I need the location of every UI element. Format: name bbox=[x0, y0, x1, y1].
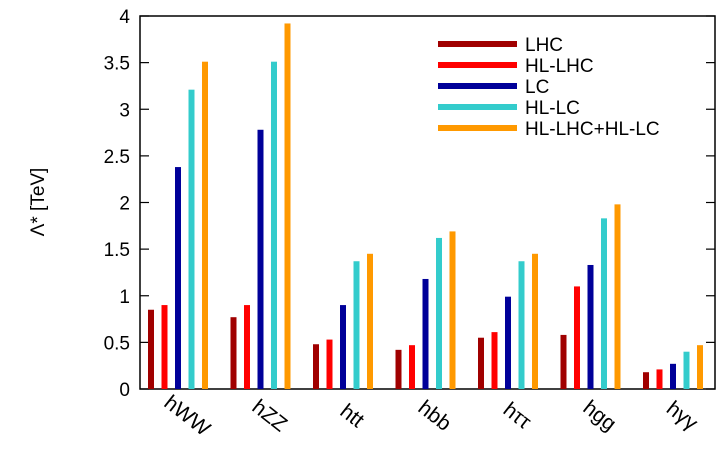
bar-hl-lc-0 bbox=[188, 89, 195, 389]
bar-hl-lc-1 bbox=[271, 61, 277, 389]
bar-lhc-5 bbox=[560, 334, 567, 389]
y-tick-label: 2 bbox=[119, 194, 130, 215]
x-tick-label: hWW bbox=[160, 391, 215, 441]
y-tick-label: 3.5 bbox=[104, 54, 130, 75]
bar-hl-lhc-hl-lc-1 bbox=[284, 23, 291, 390]
y-axis-label: Λ* [TeV] bbox=[28, 168, 49, 237]
bar-lhc-0 bbox=[148, 309, 154, 389]
bar-lc-1 bbox=[257, 129, 264, 389]
bar-hl-lc-3 bbox=[436, 237, 442, 389]
bar-hl-lhc-6 bbox=[656, 369, 663, 389]
y-tick-label: 0.5 bbox=[104, 333, 130, 354]
bar-hl-lhc-hl-lc-4 bbox=[532, 253, 538, 389]
legend-label: LC bbox=[525, 77, 549, 98]
bar-lc-0 bbox=[175, 167, 181, 389]
y-tick-label: 1 bbox=[119, 287, 130, 308]
y-tick-label: 3 bbox=[119, 100, 130, 121]
bar-lc-4 bbox=[505, 296, 511, 389]
bar-hl-lhc-1 bbox=[244, 305, 250, 389]
x-axis-labels: hWW hZZ htt hbb hττ hgg hγγ bbox=[160, 391, 703, 441]
bar-hl-lhc-3 bbox=[409, 345, 415, 389]
bars bbox=[148, 23, 703, 390]
x-tick-label: htt bbox=[336, 400, 369, 433]
bar-hl-lhc-hl-lc-6 bbox=[697, 345, 703, 389]
y-tick-label: 2.5 bbox=[104, 147, 130, 168]
bar-lhc-3 bbox=[395, 349, 402, 389]
legend-label: HL-LC bbox=[525, 98, 580, 119]
legend-label: HL-LHC+HL-LC bbox=[525, 119, 660, 140]
y-axis: 0 0.5 1 1.5 2 2.5 3 3.5 4 bbox=[104, 7, 715, 401]
bar-lhc-6 bbox=[643, 372, 649, 389]
legend-label: LHC bbox=[525, 35, 563, 56]
x-tick-label: hττ bbox=[499, 398, 536, 434]
bar-hl-lc-2 bbox=[353, 261, 360, 389]
bar-lc-2 bbox=[340, 305, 346, 389]
x-tick-label: hZZ bbox=[248, 395, 292, 436]
bar-hl-lhc-hl-lc-0 bbox=[202, 61, 208, 389]
bar-hl-lc-4 bbox=[518, 261, 525, 389]
x-tick-label: hγγ bbox=[662, 397, 702, 436]
bar-lc-5 bbox=[587, 264, 594, 389]
legend-label: HL-LHC bbox=[525, 56, 594, 77]
bar-lhc-4 bbox=[478, 337, 484, 389]
bar-hl-lc-6 bbox=[683, 351, 690, 389]
bar-hl-lhc-2 bbox=[326, 339, 333, 389]
bar-lc-3 bbox=[422, 278, 429, 389]
bar-hl-lhc-hl-lc-5 bbox=[614, 204, 621, 389]
bar-hl-lhc-4 bbox=[491, 332, 498, 389]
bar-lc-6 bbox=[670, 363, 676, 389]
bar-lhc-1 bbox=[230, 317, 237, 389]
x-tick-label: hgg bbox=[579, 396, 621, 436]
bar-lhc-2 bbox=[313, 344, 319, 389]
y-tick-label: 0 bbox=[119, 380, 130, 401]
y-tick-label: 4 bbox=[119, 7, 130, 28]
bar-hl-lhc-hl-lc-3 bbox=[449, 231, 456, 389]
y-tick-label: 1.5 bbox=[104, 240, 130, 261]
bar-hl-lhc-hl-lc-2 bbox=[367, 253, 373, 389]
bar-hl-lhc-0 bbox=[161, 305, 168, 389]
x-tick-label: hbb bbox=[414, 396, 456, 436]
bar-hl-lhc-5 bbox=[574, 286, 580, 389]
bar-hl-lc-5 bbox=[601, 218, 607, 389]
